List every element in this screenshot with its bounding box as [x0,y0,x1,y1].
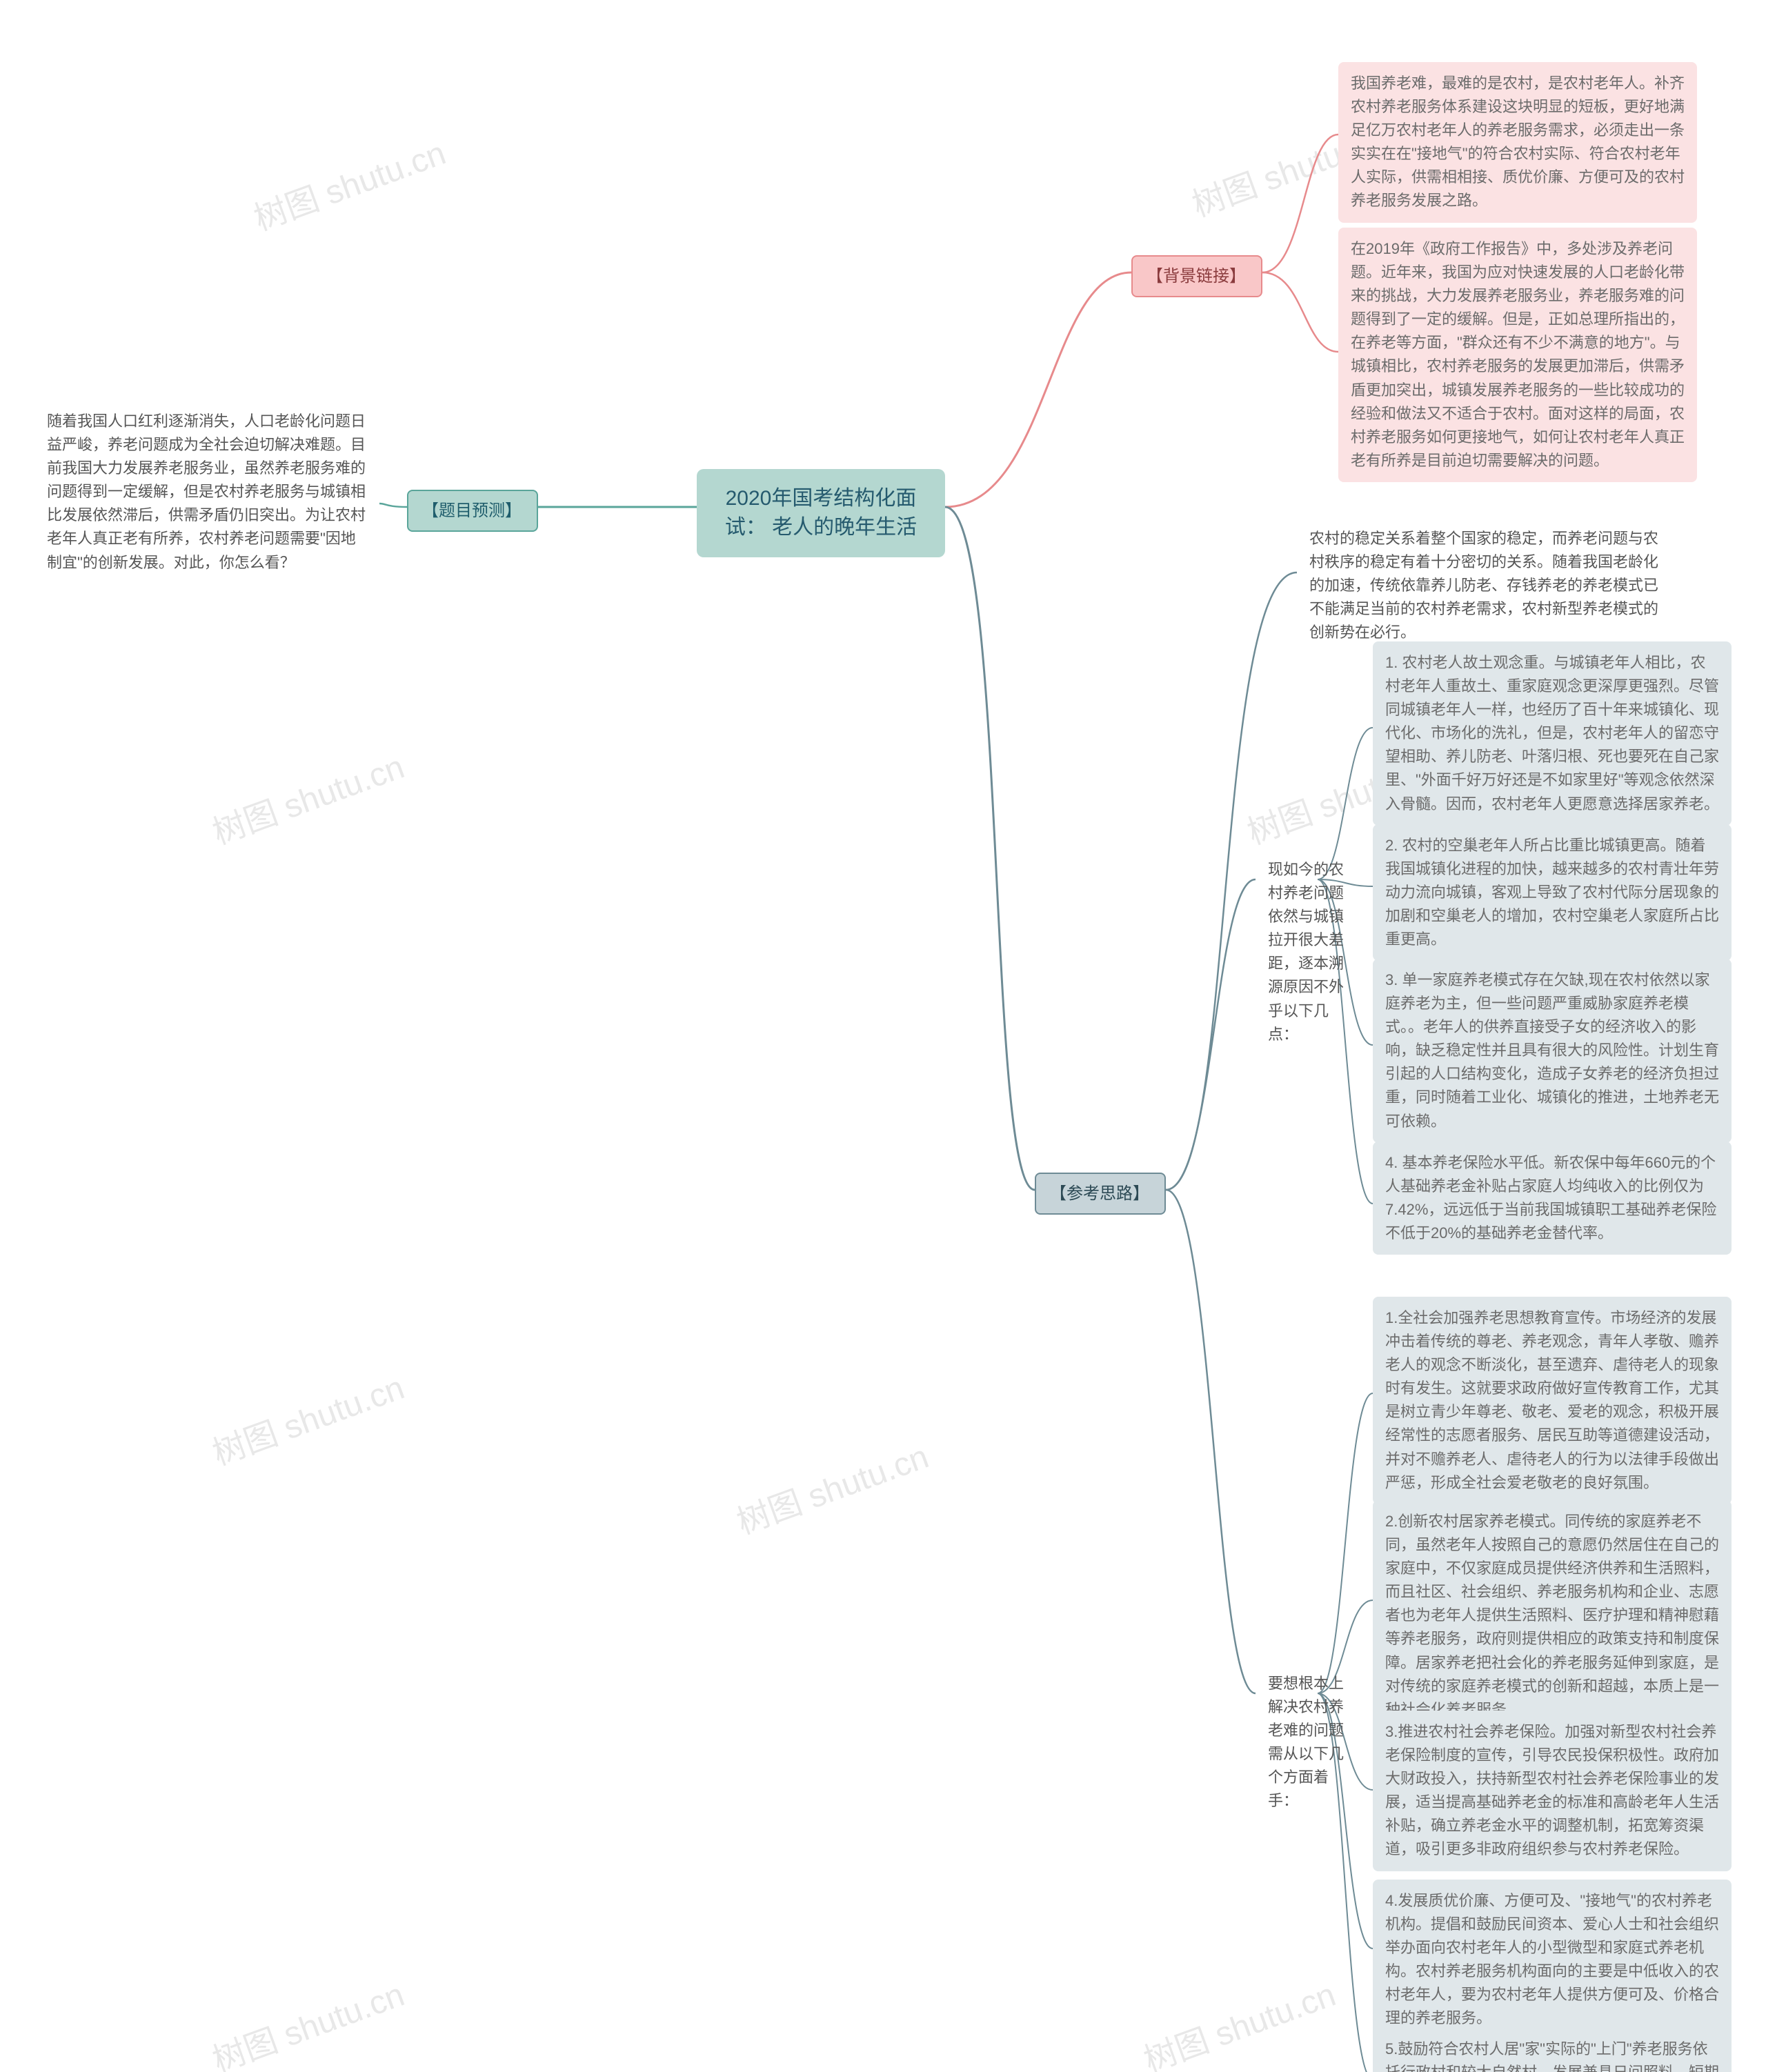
mindmap-root[interactable]: 2020年国考结构化面试： 老人的晚年生活 [697,469,945,557]
leaf-node[interactable]: 1. 农村老人故土观念重。与城镇老年人相比，农村老年人重故土、重家庭观念更深厚更… [1373,641,1732,826]
leaf-node[interactable]: 2. 农村的空巢老年人所占比重比城镇更高。随着我国城镇化进程的加快，越来越多的农… [1373,824,1732,961]
leaf-node[interactable]: 4.发展质优价廉、方便可及、"接地气"的农村养老机构。提倡和鼓励民间资本、爱心人… [1373,1880,1732,2040]
leaf-node[interactable]: 3.推进农村社会养老保险。加强对新型农村社会养老保险制度的宣传，引导农民投保积极… [1373,1711,1732,1871]
watermark: 树图 shutu.cn [205,1967,410,2072]
leaf-node[interactable]: 5.鼓励符合农村人居"家"实际的"上门"养老服务依托行政村和较大自然村，发展兼具… [1373,2028,1732,2072]
leaf-node[interactable]: 农村的稳定关系着整个国家的稳定，而养老问题与农村秩序的稳定有着十分密切的关系。随… [1297,517,1683,654]
leaf-node[interactable]: 2.创新农村居家养老模式。同传统的家庭养老不同，虽然老年人按照自己的意愿仍然居住… [1373,1500,1732,1731]
leaf-node[interactable]: 1.全社会加强养老思想教育宣传。市场经济的发展冲击着传统的尊老、养老观念，青年人… [1373,1297,1732,1504]
sub-branch-solutions[interactable]: 要想根本上解决农村养老难的问题需从以下几个方面着手： [1256,1662,1366,1823]
watermark: 树图 shutu.cn [729,1429,934,1543]
watermark: 树图 shutu.cn [1136,1967,1341,2072]
branch-prediction[interactable]: 【题目预测】 [407,490,538,532]
branch-background[interactable]: 【背景链接】 [1131,255,1262,297]
leaf-node[interactable]: 我国养老难，最难的是农村，是农村老年人。补齐农村养老服务体系建设这块明显的短板，… [1338,62,1697,223]
watermark: 树图 shutu.cn [205,1360,410,1474]
leaf-node[interactable]: 在2019年《政府工作报告》中，多处涉及养老问题。近年来，我国为应对快速发展的人… [1338,228,1697,482]
watermark: 树图 shutu.cn [205,739,410,853]
sub-branch-reasons[interactable]: 现如今的农村养老问题依然与城镇拉开很大差距，逐本溯源原因不外乎以下几点： [1256,848,1366,1056]
branch-reference[interactable]: 【参考思路】 [1035,1173,1166,1215]
leaf-node[interactable]: 4. 基本养老保险水平低。新农保中每年660元的个人基础养老金补贴占家庭人均纯收… [1373,1142,1732,1255]
leaf-node[interactable]: 3. 单一家庭养老模式存在欠缺,现在农村依然以家庭养老为主，但一些问题严重威胁家… [1373,959,1732,1143]
leaf-node[interactable]: 随着我国人口红利逐渐消失，人口老龄化问题日益严峻，养老问题成为全社会迫切解决难题… [34,400,379,584]
watermark: 树图 shutu.cn [246,126,451,239]
